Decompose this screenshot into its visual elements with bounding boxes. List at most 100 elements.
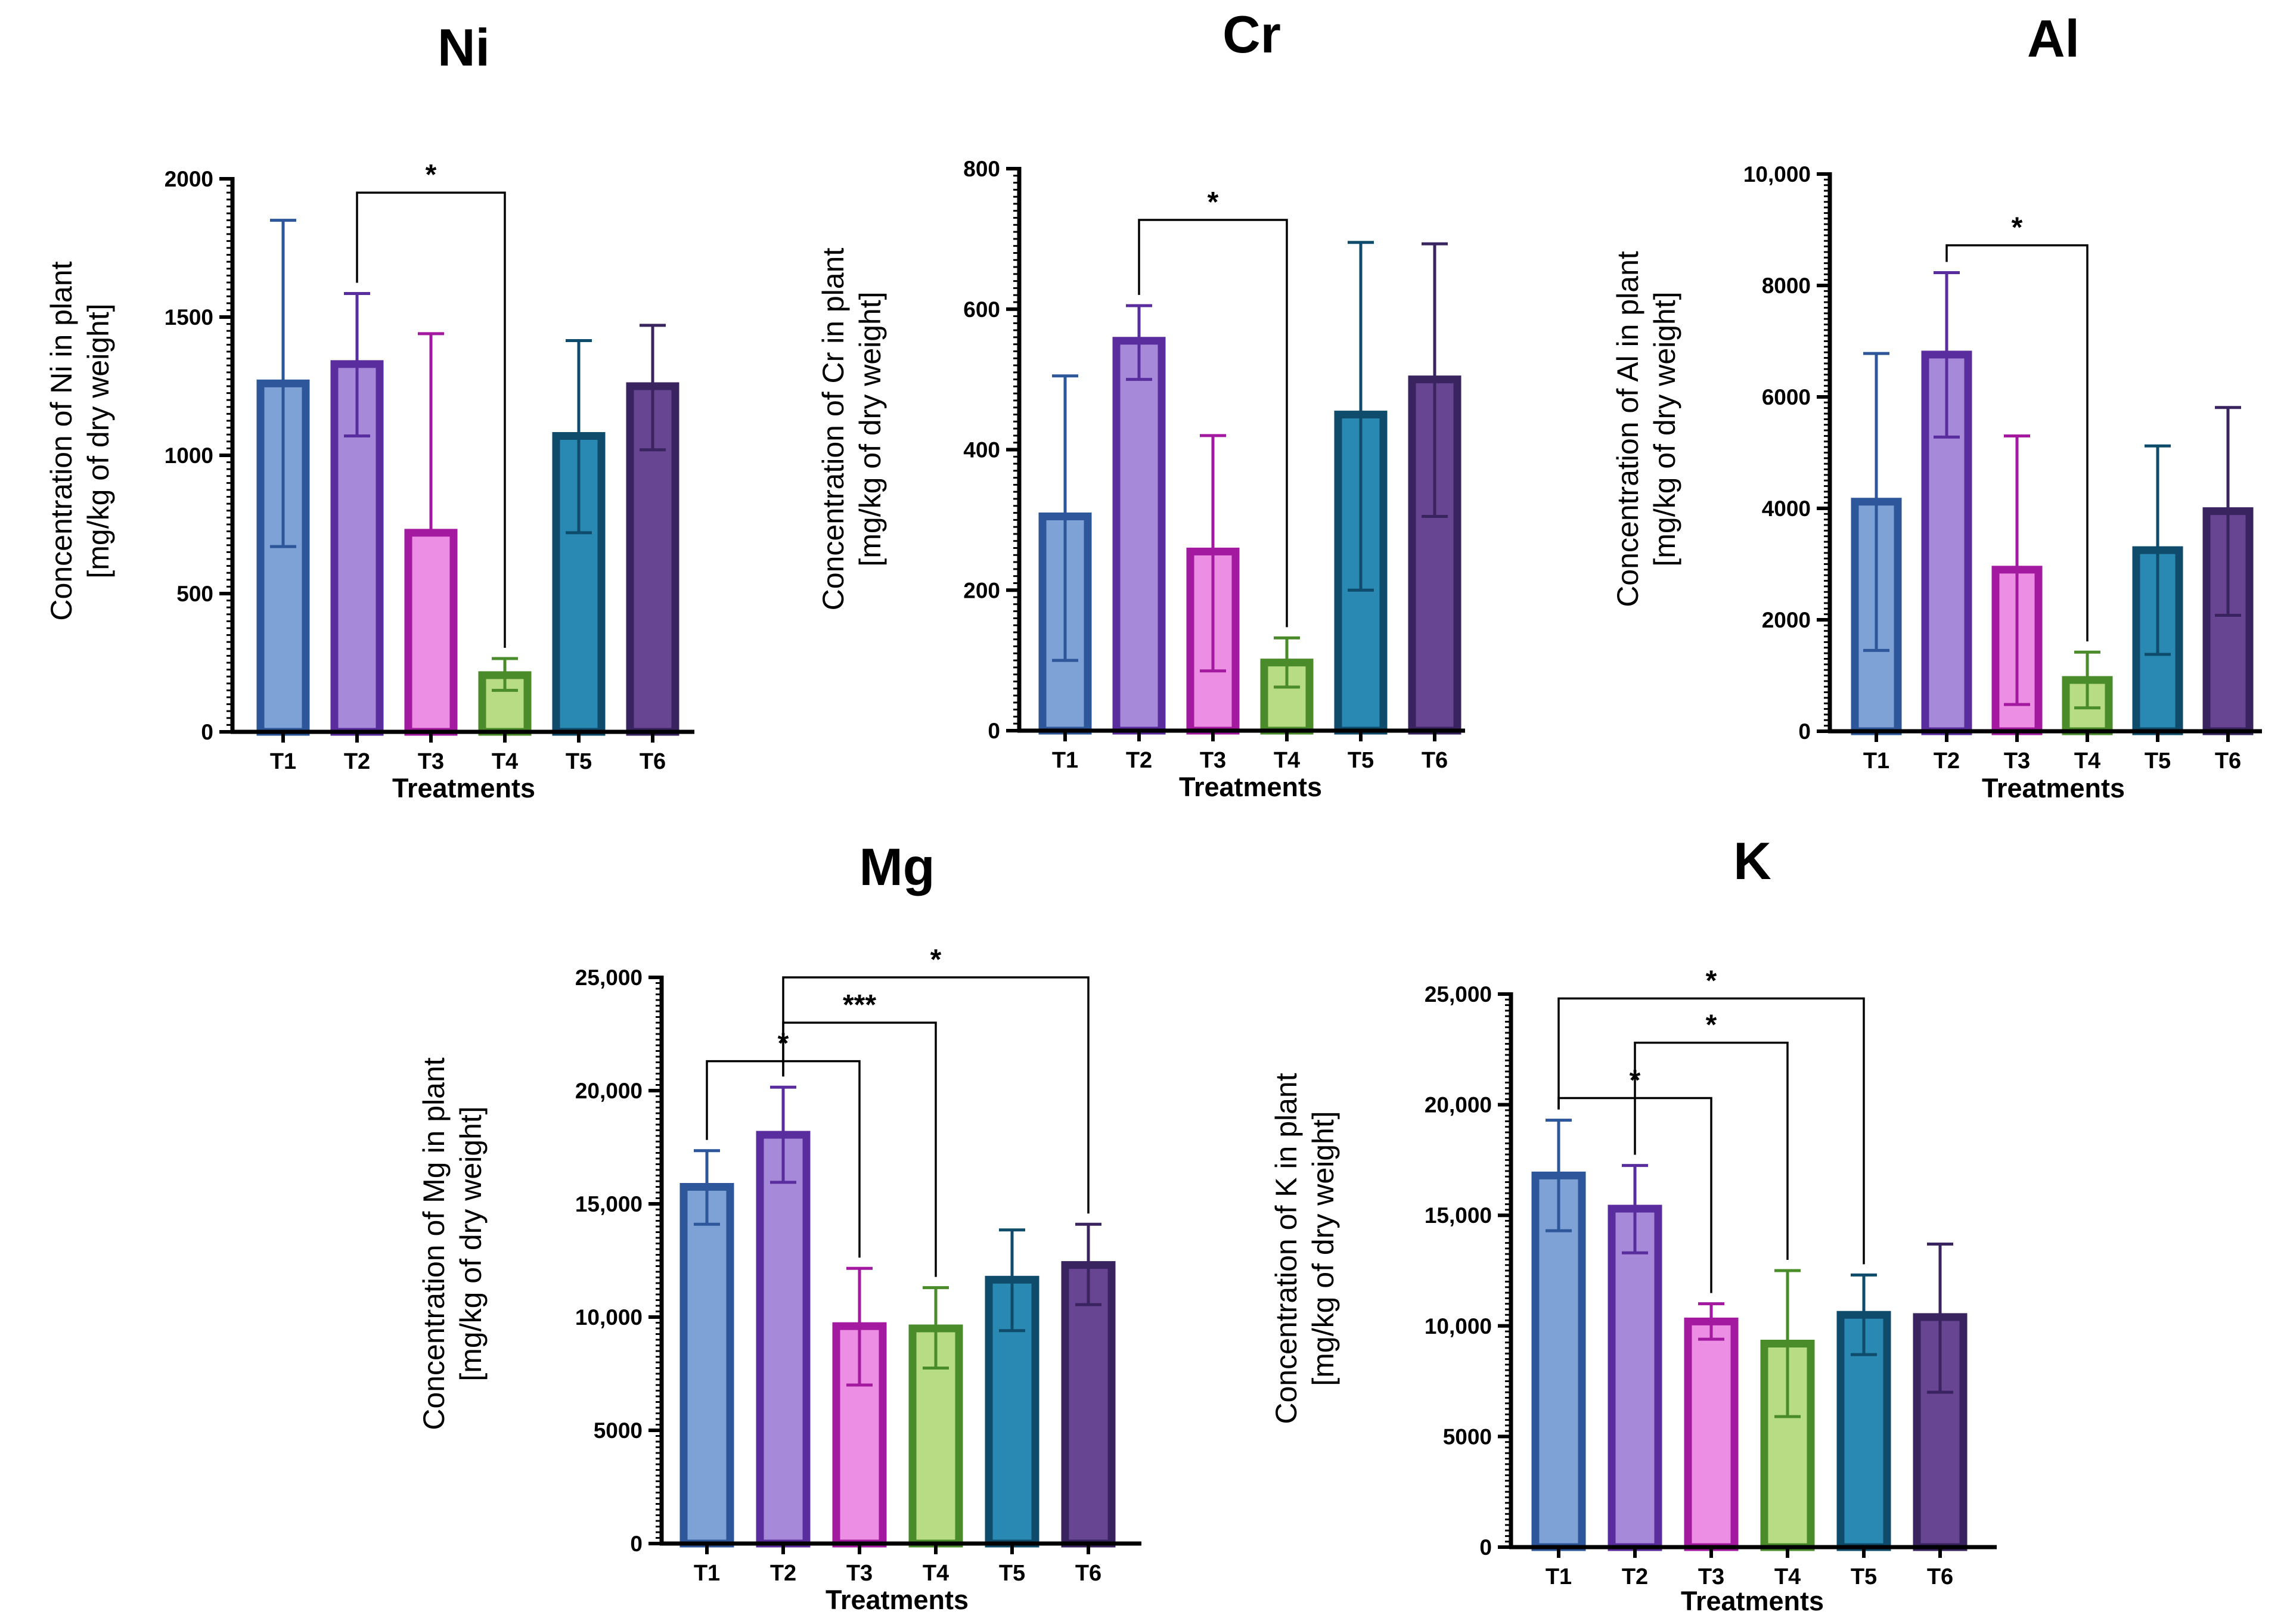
y-tick-label: 2000 xyxy=(165,167,213,191)
bar-t2 xyxy=(1608,1204,1662,1551)
bar-t3 xyxy=(1684,1317,1739,1551)
significance-label: * xyxy=(930,944,942,976)
x-tick-label: T5 xyxy=(999,1561,1025,1586)
chart-title: Al xyxy=(2027,9,2080,68)
y-tick-label: 5000 xyxy=(594,1418,643,1443)
significance-bracket xyxy=(356,191,506,648)
x-tick-label: T5 xyxy=(1851,1564,1877,1589)
x-tick-label: T3 xyxy=(846,1561,873,1586)
x-tick-label: T1 xyxy=(270,749,296,774)
chart-title: Cr xyxy=(1222,5,1281,64)
y-axis-label: Concentration of Ni in plant [mg/kg of dr… xyxy=(45,261,115,620)
x-tick-label: T2 xyxy=(770,1561,796,1586)
y-tick-label: 1500 xyxy=(165,305,213,330)
x-tick-label: T5 xyxy=(2145,749,2171,774)
x-tick-label: T2 xyxy=(1934,749,1960,774)
x-axis-label: Treatments xyxy=(826,1585,969,1615)
x-axis-label: Treatments xyxy=(392,773,535,803)
y-axis-label-line: Concentration of Mg in plant xyxy=(417,1057,451,1430)
x-tick-label: T3 xyxy=(1200,748,1226,773)
y-axis-label-line: [mg/kg of dry weight] xyxy=(854,291,887,566)
chart-ni: Ni Concentration of Ni in plant [mg/kg of … xyxy=(45,18,694,803)
x-tick-label: T6 xyxy=(2215,749,2241,774)
x-tick-label: T4 xyxy=(492,749,518,774)
x-tick-label: T5 xyxy=(566,749,592,774)
y-tick-label: 0 xyxy=(201,720,213,744)
x-axis-label: Treatments xyxy=(1681,1586,1824,1616)
significance-label: * xyxy=(1208,187,1219,218)
chart-al: Al Concentration of Al in plant [mg/kg of … xyxy=(1611,9,2262,803)
bar-t1 xyxy=(679,1183,734,1548)
y-tick-label: 25,000 xyxy=(1425,982,1492,1007)
x-tick-label: T1 xyxy=(1863,749,1889,774)
x-tick-label: T3 xyxy=(418,749,444,774)
x-tick-label: T6 xyxy=(640,749,666,774)
chart-title: K xyxy=(1733,831,1771,890)
x-tick-label: T4 xyxy=(1774,1564,1801,1589)
x-axis-label: Treatments xyxy=(1179,772,1322,802)
y-tick-label: 600 xyxy=(963,297,1000,322)
x-tick-label: T4 xyxy=(1274,748,1300,773)
significance-label: * xyxy=(1706,965,1717,996)
y-tick-label: 10,000 xyxy=(1743,162,1811,187)
x-tick-label: T1 xyxy=(694,1561,720,1586)
y-tick-label: 15,000 xyxy=(575,1192,643,1216)
y-tick-label: 200 xyxy=(963,578,1000,603)
y-axis-label-line: [mg/kg of dry weight] xyxy=(82,303,115,578)
significance-label: * xyxy=(2012,212,2023,244)
y-tick-label: 6000 xyxy=(1762,385,1811,409)
y-axis-label: Concentration of Al in plant [mg/kg of dr… xyxy=(1611,251,1681,607)
y-tick-label: 800 xyxy=(963,157,1000,181)
x-tick-label: T4 xyxy=(2074,749,2100,774)
x-tick-label: T6 xyxy=(1422,748,1448,773)
x-tick-label: T4 xyxy=(923,1561,949,1586)
chart-cr: Cr Concentration of Cr in plant [mg/kg of … xyxy=(817,5,1465,802)
bar-t5 xyxy=(1836,1311,1891,1551)
y-tick-label: 400 xyxy=(963,438,1000,462)
x-tick-label: T6 xyxy=(1075,1561,1101,1586)
y-tick-label: 0 xyxy=(1479,1535,1492,1560)
y-tick-label: 2000 xyxy=(1762,608,1811,632)
x-tick-label: T5 xyxy=(1348,748,1374,773)
x-tick-label: T6 xyxy=(1927,1564,1953,1589)
y-axis-label-line: Concentration of Al in plant xyxy=(1611,251,1644,607)
y-axis-label-line: [mg/kg of dry weight] xyxy=(1307,1111,1340,1386)
y-tick-label: 0 xyxy=(1798,719,1811,744)
x-tick-label: T2 xyxy=(1622,1564,1648,1589)
chart-mg: Mg Concentration of Mg in plant [mg/kg of … xyxy=(417,837,1141,1615)
significance-bracket xyxy=(1138,219,1288,628)
x-axis-label: Treatments xyxy=(1982,773,2125,803)
significance-label: * xyxy=(426,159,437,191)
y-tick-label: 10,000 xyxy=(575,1305,643,1330)
y-tick-label: 20,000 xyxy=(575,1079,643,1103)
y-tick-label: 10,000 xyxy=(1425,1314,1492,1339)
y-axis-label: Concentration of K in plant [mg/kg of dry… xyxy=(1270,1073,1340,1424)
y-tick-label: 0 xyxy=(630,1532,643,1556)
y-tick-label: 8000 xyxy=(1762,274,1811,298)
y-tick-label: 25,000 xyxy=(575,965,643,990)
x-tick-label: T3 xyxy=(1698,1564,1724,1589)
chart-k: K Concentration of K in plant [mg/kg of dr… xyxy=(1270,831,1997,1616)
significance-bracket xyxy=(1945,244,2089,642)
bar-t2 xyxy=(1112,337,1166,735)
chart-title: Ni xyxy=(437,18,490,77)
bar-t3 xyxy=(404,529,458,736)
significance-bracket xyxy=(1557,997,1865,1265)
x-tick-label: T3 xyxy=(2004,749,2030,774)
y-axis-label-line: [mg/kg of dry weight] xyxy=(1648,291,1681,566)
y-tick-label: 1000 xyxy=(165,443,213,468)
y-tick-label: 20,000 xyxy=(1425,1093,1492,1117)
significance-label: * xyxy=(1706,1010,1717,1041)
bar-t5 xyxy=(552,432,606,736)
y-tick-label: 5000 xyxy=(1443,1424,1492,1449)
x-tick-label: T1 xyxy=(1546,1564,1572,1589)
y-tick-label: 500 xyxy=(176,582,213,606)
bar-t2 xyxy=(756,1131,811,1548)
y-axis-label-line: [mg/kg of dry weight] xyxy=(454,1106,488,1381)
significance-bracket xyxy=(1634,1041,1789,1260)
y-axis-label-line: Concentration of Ni in plant xyxy=(45,261,78,620)
y-axis-label-line: Concentration of K in plant xyxy=(1270,1073,1303,1424)
y-axis-label-line: Concentration of Cr in plant xyxy=(817,248,850,611)
chart-title: Mg xyxy=(859,837,935,896)
